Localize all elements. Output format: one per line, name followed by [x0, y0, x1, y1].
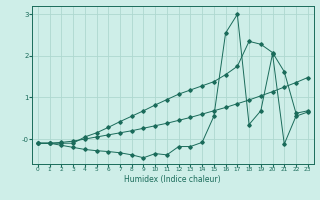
- X-axis label: Humidex (Indice chaleur): Humidex (Indice chaleur): [124, 175, 221, 184]
